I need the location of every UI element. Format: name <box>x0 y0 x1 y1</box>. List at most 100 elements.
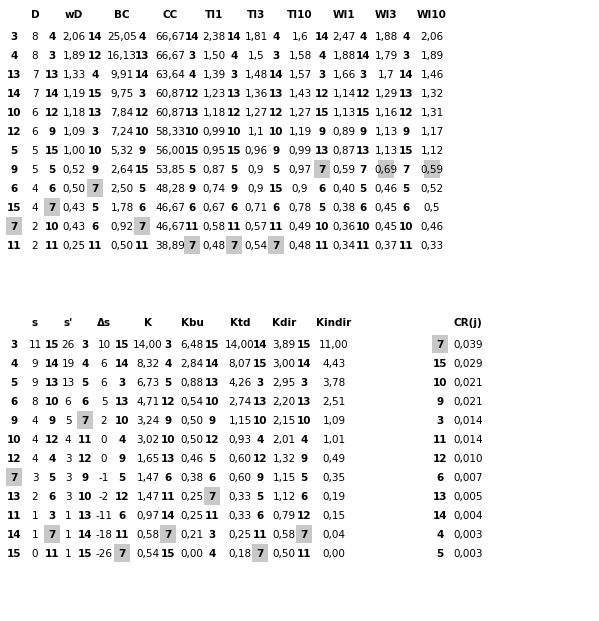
Text: WI10: WI10 <box>417 10 447 20</box>
Text: 0,021: 0,021 <box>453 397 483 407</box>
Text: TI3: TI3 <box>247 10 265 20</box>
Text: TI10: TI10 <box>287 10 313 20</box>
Text: 0,25: 0,25 <box>180 510 204 520</box>
Text: 0,67: 0,67 <box>202 202 226 212</box>
Text: 6: 6 <box>231 202 238 212</box>
Text: 0,46: 0,46 <box>180 453 204 463</box>
Text: 12: 12 <box>115 492 129 502</box>
Text: 6: 6 <box>256 510 264 520</box>
Text: 7: 7 <box>256 548 264 558</box>
Text: 8: 8 <box>32 32 38 42</box>
Text: 2,38: 2,38 <box>202 32 226 42</box>
Text: 3: 3 <box>256 378 264 388</box>
Text: 1,18: 1,18 <box>62 107 86 117</box>
Text: 10: 10 <box>7 107 21 117</box>
Text: 3: 3 <box>188 50 196 61</box>
Text: 10: 10 <box>432 378 447 388</box>
Text: 0,21: 0,21 <box>180 530 204 540</box>
Text: 1,32: 1,32 <box>420 89 444 99</box>
Text: 9: 9 <box>49 127 56 137</box>
Text: 0,029: 0,029 <box>453 358 483 368</box>
Bar <box>44 525 60 543</box>
Text: 9: 9 <box>273 145 280 155</box>
Text: 0,5: 0,5 <box>423 202 440 212</box>
Text: 0,014: 0,014 <box>453 415 483 425</box>
Text: 2,95: 2,95 <box>273 378 296 388</box>
Text: 4,26: 4,26 <box>228 378 252 388</box>
Text: 4: 4 <box>318 50 326 61</box>
Text: 12: 12 <box>314 89 329 99</box>
Text: 15: 15 <box>184 145 199 155</box>
Text: 0,95: 0,95 <box>202 145 226 155</box>
Text: 4: 4 <box>32 435 38 445</box>
Text: 12: 12 <box>45 435 59 445</box>
Text: 12: 12 <box>7 453 21 463</box>
Text: 12: 12 <box>432 453 447 463</box>
Text: 4: 4 <box>208 548 216 558</box>
Text: 13: 13 <box>135 50 149 61</box>
Text: 15: 15 <box>7 202 21 212</box>
Text: 9: 9 <box>208 415 216 425</box>
Text: 0,48: 0,48 <box>202 240 226 250</box>
Text: 11: 11 <box>432 435 447 445</box>
Text: 6: 6 <box>437 473 444 483</box>
Text: 10: 10 <box>297 415 311 425</box>
Text: 14: 14 <box>356 50 370 61</box>
Text: 1,29: 1,29 <box>374 89 398 99</box>
Text: 1,23: 1,23 <box>202 89 226 99</box>
Text: 9: 9 <box>138 145 146 155</box>
Text: 1,58: 1,58 <box>288 50 311 61</box>
Text: 5,32: 5,32 <box>110 145 134 155</box>
Text: 6: 6 <box>208 473 216 483</box>
Text: 0,37: 0,37 <box>374 240 398 250</box>
Text: 14: 14 <box>45 89 59 99</box>
Text: Kbu: Kbu <box>180 318 204 328</box>
Text: 15: 15 <box>432 358 447 368</box>
Text: 5: 5 <box>164 378 172 388</box>
Text: 13: 13 <box>45 378 59 388</box>
Text: 1,15: 1,15 <box>273 473 296 483</box>
Text: 8,32: 8,32 <box>137 358 159 368</box>
Text: 1,31: 1,31 <box>420 107 444 117</box>
Text: 1,16: 1,16 <box>374 107 398 117</box>
Text: 1,39: 1,39 <box>202 70 226 79</box>
Text: 10: 10 <box>7 435 21 445</box>
Text: 0,46: 0,46 <box>374 184 398 194</box>
Text: 0,010: 0,010 <box>453 453 483 463</box>
Text: 10: 10 <box>78 492 92 502</box>
Text: 1,66: 1,66 <box>332 70 356 79</box>
Text: 4: 4 <box>49 32 56 42</box>
Text: 10: 10 <box>161 435 176 445</box>
Text: 11: 11 <box>7 510 21 520</box>
Text: 9: 9 <box>32 358 38 368</box>
Text: 1,18: 1,18 <box>202 107 226 117</box>
Text: 15: 15 <box>7 548 21 558</box>
Text: 11: 11 <box>227 222 241 232</box>
Text: 9: 9 <box>231 184 238 194</box>
Text: 8: 8 <box>32 397 38 407</box>
Text: 3: 3 <box>164 340 172 350</box>
Text: 7: 7 <box>32 70 38 79</box>
Text: 9: 9 <box>165 415 171 425</box>
Text: 7: 7 <box>119 548 126 558</box>
Text: 4: 4 <box>32 184 38 194</box>
Text: 7: 7 <box>81 415 89 425</box>
Text: 13: 13 <box>432 492 447 502</box>
Text: 12: 12 <box>227 107 241 117</box>
Text: Ktd: Ktd <box>230 318 250 328</box>
Text: s': s' <box>63 318 72 328</box>
Text: 0,58: 0,58 <box>137 530 159 540</box>
Text: 7,84: 7,84 <box>110 107 134 117</box>
Text: 1,78: 1,78 <box>110 202 134 212</box>
Text: 0,60: 0,60 <box>228 453 252 463</box>
Text: 4: 4 <box>119 435 126 445</box>
Text: 0,54: 0,54 <box>180 397 204 407</box>
Text: -18: -18 <box>95 530 113 540</box>
Text: 14: 14 <box>269 70 283 79</box>
Text: 0,93: 0,93 <box>228 435 252 445</box>
Text: 1,27: 1,27 <box>288 107 311 117</box>
Text: 0,52: 0,52 <box>62 165 86 175</box>
Text: 5: 5 <box>138 184 146 194</box>
Text: 9: 9 <box>403 127 410 137</box>
Text: 13: 13 <box>7 492 21 502</box>
